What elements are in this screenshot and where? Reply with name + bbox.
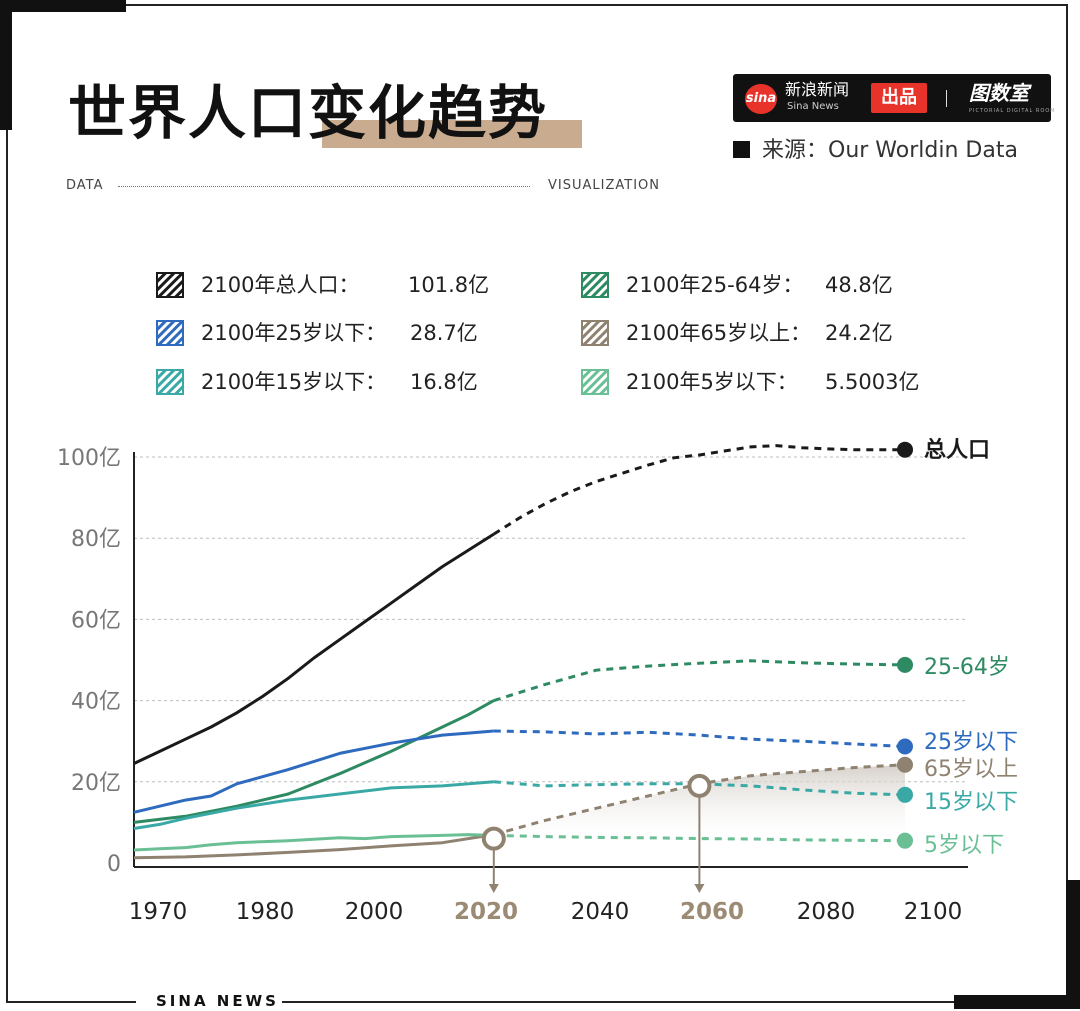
frame-left-edge [6,130,8,1003]
source-line: 来源：Our Worldin Data [733,137,1018,165]
legend-value: 5.5003亿 [825,370,920,394]
series-line-solid [133,833,495,860]
legend-label: 2100年65岁以上： [626,321,812,345]
series-line-solid [133,833,494,852]
brand-banner: sina 新浪新闻 Sina News 出品 图数室 PICTORIAL DIG… [733,74,1055,122]
page-title: 世界人口变化趋势 [68,79,549,147]
marker-arrow-icon [694,884,705,893]
legend-swatch-under-5-icon [581,369,609,395]
series-end-dot [897,738,913,755]
legend-swatch-under-15-icon [156,369,184,395]
series-end-dot [897,832,913,849]
source-text: 来源：Our Worldin Data [762,138,1018,163]
brand-room-subtitle: PICTORIAL DIGITAL ROOM [969,108,1056,114]
series-end-label: 总人口 [924,437,990,463]
series-line-projection [493,444,905,536]
legend-value: 16.8亿 [410,370,478,394]
source-square-icon [733,141,750,158]
sina-logo-icon: sina [745,84,777,114]
series-end-label: 15岁以下 [924,790,1018,815]
brand-subtitle: Sina News [787,101,839,112]
series-line-projection [493,833,906,843]
frame-right-edge [1066,4,1068,884]
legend-value: 48.8亿 [825,273,893,297]
series-end-label: 5岁以下 [924,833,1004,858]
visualization-label: VISUALIZATION [548,178,660,193]
series-end-label: 25岁以下 [924,730,1018,755]
frame-bottom-edge-right [282,1001,954,1003]
x-tick-label: 2080 [797,899,856,925]
series-end-label: 25-64岁 [924,655,1010,680]
x-tick-label: 2060 [680,899,744,925]
frame-bottom-edge-left [6,1001,136,1003]
legend-value: 101.8亿 [408,273,490,297]
y-tick-label: 80亿 [71,527,121,552]
brand-name: 新浪新闻 [785,80,850,99]
series-line-solid [133,532,495,765]
x-tick-label: 2020 [454,899,518,925]
frame-top-edge [126,4,1068,6]
series-line-projection [493,729,906,748]
y-tick-label: 0 [107,852,121,877]
title-block: 世界人口变化趋势 [68,78,582,148]
frame-corner-bottom-right [954,995,1080,1009]
marker-ring [687,773,712,798]
legend-swatch-25-64-icon [581,272,609,298]
legend-label: 2100年25岁以下： [201,321,387,345]
series-line-projection [493,659,906,703]
y-tick-label: 20亿 [71,771,121,796]
title-highlight [322,120,582,148]
legend-label: 2100年总人口： [201,273,360,297]
brand-badge: 出品 [871,83,927,113]
dotted-divider [118,186,530,187]
marker-arrow-icon [488,884,499,893]
data-visualization-row: DATA VISUALIZATION [66,176,660,196]
legend-label: 2100年25-64岁： [626,273,804,297]
legend-swatch-total-icon [156,272,184,298]
y-tick-label: 100亿 [57,446,121,471]
legend-swatch-under-25-icon [156,320,184,346]
legend-value: 24.2亿 [825,321,893,345]
frame-corner-top-left [0,0,126,12]
legend-value: 28.7亿 [410,321,478,345]
series-end-label: 65岁以上 [924,757,1018,782]
series-end-dot [897,756,913,773]
series-line-projection [493,780,906,797]
y-tick-label: 40亿 [71,690,121,715]
series-line-solid [133,780,494,830]
frame-corner-top-left-vertical [0,0,12,130]
frame-corner-bottom-right-vertical [1066,880,1080,1009]
series-end-dot [897,656,913,673]
legend-label: 2100年15岁以下： [201,370,387,394]
x-tick-label: 1970 [129,899,188,925]
x-tick-label: 2040 [571,899,630,925]
series-end-dot [897,786,913,803]
brand-separator [946,90,947,107]
series-line-solid [133,729,494,814]
x-tick-label: 1980 [236,899,295,925]
x-tick-label: 2000 [345,899,404,925]
legend-label: 2100年5岁以下： [626,370,798,394]
series-end-dot [897,441,913,458]
legend-swatch-over-65-icon [581,320,609,346]
marker-ring [481,826,506,851]
footer-brand: SINA NEWS [156,992,279,1010]
x-tick-label: 2100 [904,899,963,925]
y-tick-label: 60亿 [71,608,121,633]
data-label: DATA [66,178,104,193]
brand-room-name: 图数室 [969,81,1029,105]
series-line-solid [133,699,495,824]
